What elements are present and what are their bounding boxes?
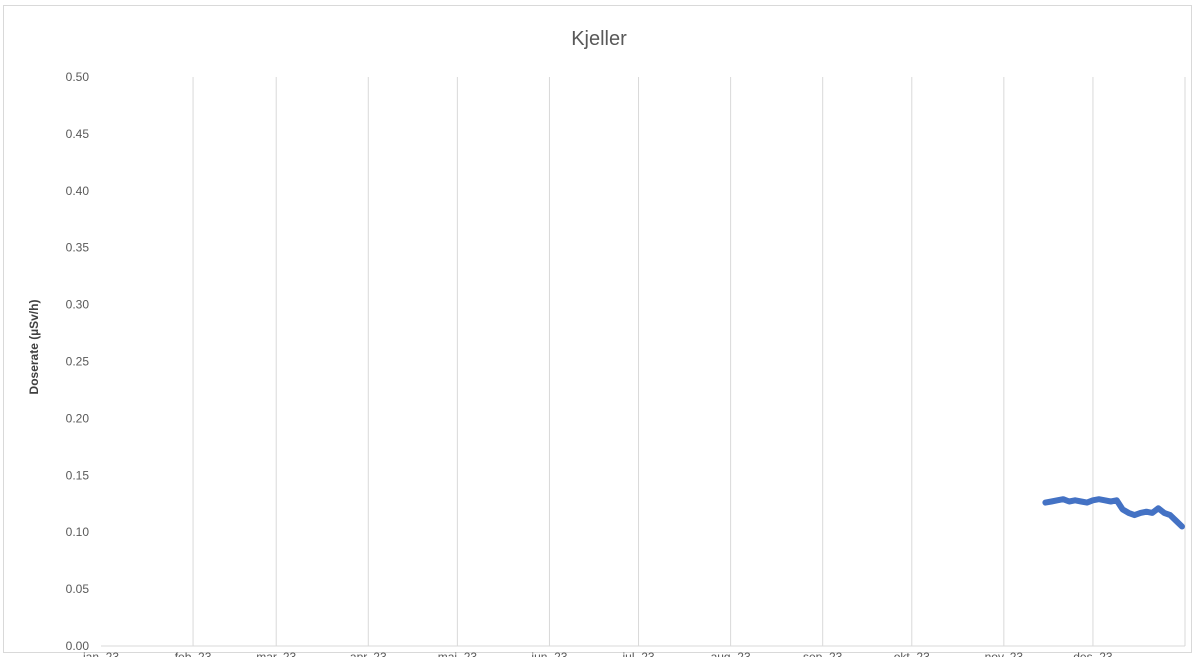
x-tick-label: feb. 23 (175, 650, 212, 657)
y-tick-label: 0.10 (66, 525, 90, 539)
x-tick-label: jun. 23 (530, 650, 567, 657)
y-tick-label: 0.20 (66, 411, 90, 425)
x-axis-ticks: jan. 23 feb. 23 mar. 23 apr. 23 mai. 23 jun. … (82, 650, 1113, 657)
y-tick-label: 0.30 (66, 298, 90, 312)
chart-area (3, 5, 1192, 653)
y-tick-label: 0.35 (66, 241, 90, 255)
x-tick-label: mar. 23 (256, 650, 296, 657)
x-tick-label: aug. 23 (711, 650, 751, 657)
chart-title: Kjeller (571, 28, 627, 50)
y-tick-label: 0.40 (66, 184, 90, 198)
y-tick-label: 0.45 (66, 127, 90, 141)
x-tick-label: mai. 23 (438, 650, 478, 657)
x-tick-label: jan. 23 (82, 650, 119, 657)
y-axis-ticks: 0.00 0.05 0.10 0.15 0.20 0.25 0.30 0.35 0.40 0.45… (66, 70, 90, 653)
y-tick-label: 0.05 (66, 582, 90, 596)
x-tick-label: apr. 23 (350, 650, 387, 657)
y-tick-label: 0.25 (66, 355, 90, 369)
x-tick-label: des. 23 (1073, 650, 1113, 657)
x-tick-label: jul. 23 (622, 650, 655, 657)
series (1042, 496, 1185, 530)
y-tick-label: 0.50 (66, 70, 90, 84)
x-tick-label: nov. 23 (985, 650, 1024, 657)
gridlines (192, 77, 1186, 646)
series-line (1042, 496, 1185, 530)
y-tick-label: 0.00 (66, 639, 90, 653)
y-tick-label: 0.15 (66, 468, 90, 482)
x-tick-label: okt. 23 (894, 650, 930, 657)
x-tick-label: sep. 23 (803, 650, 843, 657)
